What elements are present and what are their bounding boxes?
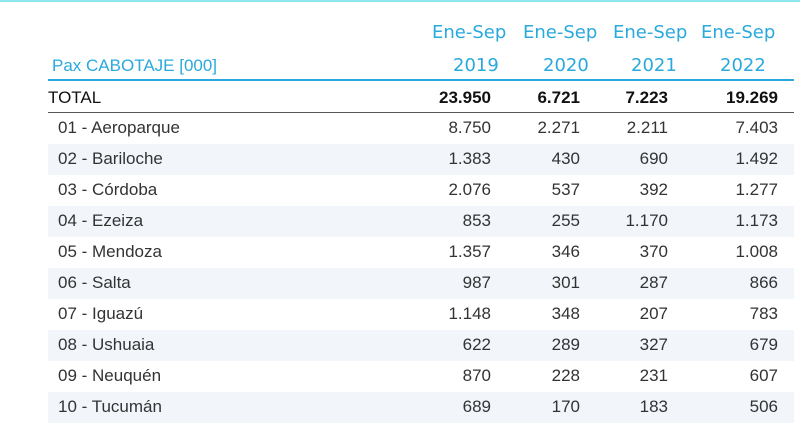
row-label: 05 - Mendoza bbox=[58, 242, 162, 261]
cell-2021: 2.211 bbox=[626, 118, 668, 137]
table-row: 05 - Mendoza 1.357 346 370 1.008 bbox=[48, 237, 794, 268]
cell-2022: 607 bbox=[749, 366, 778, 385]
cell-2020: 537 bbox=[551, 180, 580, 199]
cell-2019: 1.357 bbox=[448, 242, 491, 261]
row-label: 03 - Córdoba bbox=[58, 180, 158, 199]
col-period-2019: Ene-Sep bbox=[432, 22, 507, 43]
row-label: 10 - Tucumán bbox=[58, 397, 162, 416]
cell-2022: 1.173 bbox=[735, 211, 778, 230]
cell-2020: 289 bbox=[551, 335, 580, 354]
cell-2022: 7.403 bbox=[735, 118, 778, 137]
cell-2019: 689 bbox=[462, 397, 491, 416]
cell-2021: 370 bbox=[639, 242, 668, 261]
table-row: 08 - Ushuaia 622 289 327 679 bbox=[48, 330, 794, 361]
top-rule bbox=[0, 0, 800, 2]
cell-2019: 8.750 bbox=[448, 118, 491, 137]
row-label: TOTAL bbox=[48, 88, 102, 107]
row-label: 02 - Bariloche bbox=[58, 149, 163, 168]
col-year-2022: 2022 bbox=[720, 55, 766, 76]
cell-2020: 228 bbox=[551, 366, 580, 385]
cell-2021: 327 bbox=[639, 335, 668, 354]
row-label: 06 - Salta bbox=[58, 273, 131, 292]
cell-2022: 506 bbox=[749, 397, 778, 416]
cell-2020: 170 bbox=[551, 397, 580, 416]
row-label: 09 - Neuquén bbox=[58, 366, 162, 385]
cell-2019: 853 bbox=[462, 211, 491, 230]
table-row: 07 - Iguazú 1.148 348 207 783 bbox=[48, 299, 794, 330]
cell-2021: 207 bbox=[639, 304, 668, 323]
col-year-2019: 2019 bbox=[453, 55, 499, 76]
cell-2021: 231 bbox=[639, 366, 668, 385]
row-label: 01 - Aeroparque bbox=[58, 118, 180, 137]
cell-2021: 392 bbox=[639, 180, 668, 199]
table-row: 10 - Tucumán 689 170 183 506 bbox=[48, 392, 794, 423]
table-row: 04 - Ezeiza 853 255 1.170 1.173 bbox=[48, 206, 794, 237]
cell-2022: 679 bbox=[749, 335, 778, 354]
cell-2019: 1.148 bbox=[448, 304, 491, 323]
cell-2020: 2.271 bbox=[537, 118, 580, 137]
cell-2022: 783 bbox=[749, 304, 778, 323]
cell-2019: 2.076 bbox=[448, 180, 491, 199]
cell-2022: 1.008 bbox=[735, 242, 778, 261]
col-year-2021: 2021 bbox=[631, 55, 677, 76]
col-period-2022: Ene-Sep bbox=[701, 22, 776, 43]
cell-2021: 7.223 bbox=[625, 88, 668, 107]
cell-2022: 1.492 bbox=[735, 149, 778, 168]
row-label: 07 - Iguazú bbox=[58, 304, 144, 323]
table-row: 03 - Córdoba 2.076 537 392 1.277 bbox=[48, 175, 794, 206]
row-label: 08 - Ushuaia bbox=[58, 335, 155, 354]
col-period-2021: Ene-Sep bbox=[613, 22, 688, 43]
cell-2020: 348 bbox=[551, 304, 580, 323]
cell-2020: 301 bbox=[551, 273, 580, 292]
cell-2019: 622 bbox=[462, 335, 491, 354]
cell-2019: 1.383 bbox=[448, 149, 491, 168]
table-row: 02 - Bariloche 1.383 430 690 1.492 bbox=[48, 144, 794, 175]
col-period-2020: Ene-Sep bbox=[523, 22, 598, 43]
cell-2021: 690 bbox=[639, 149, 668, 168]
cell-2019: 870 bbox=[462, 366, 491, 385]
col-year-2020: 2020 bbox=[543, 55, 589, 76]
table-row-total: TOTAL 23.950 6.721 7.223 19.269 bbox=[48, 83, 794, 114]
cell-2019: 987 bbox=[462, 273, 491, 292]
cell-2021: 183 bbox=[639, 397, 668, 416]
cell-2019: 23.950 bbox=[439, 88, 491, 107]
cell-2022: 19.269 bbox=[726, 88, 778, 107]
table-row: 09 - Neuquén 870 228 231 607 bbox=[48, 361, 794, 392]
cell-2021: 287 bbox=[639, 273, 668, 292]
table-row: 06 - Salta 987 301 287 866 bbox=[48, 268, 794, 299]
cell-2022: 866 bbox=[749, 273, 778, 292]
cell-2020: 346 bbox=[551, 242, 580, 261]
header-rule bbox=[48, 79, 794, 81]
cell-2020: 6.721 bbox=[537, 88, 580, 107]
table-title: Pax CABOTAJE [000] bbox=[52, 56, 218, 75]
cell-2020: 255 bbox=[551, 211, 580, 230]
cell-2021: 1.170 bbox=[625, 211, 668, 230]
row-label: 04 - Ezeiza bbox=[58, 211, 144, 230]
cell-2022: 1.277 bbox=[735, 180, 778, 199]
total-rule bbox=[48, 112, 794, 113]
table-row: 01 - Aeroparque 8.750 2.271 2.211 7.403 bbox=[48, 113, 794, 144]
cell-2020: 430 bbox=[551, 149, 580, 168]
